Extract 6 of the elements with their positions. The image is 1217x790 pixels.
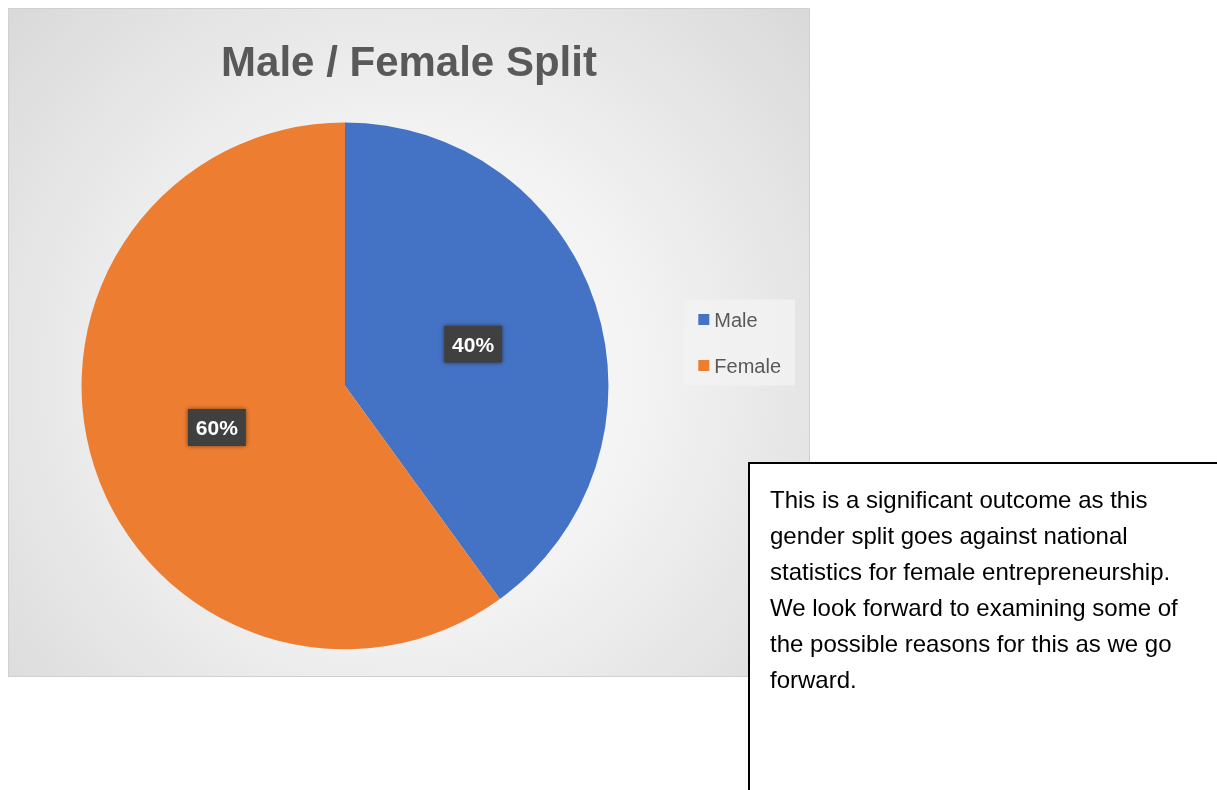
data-label: 60% bbox=[195, 415, 239, 439]
legend-label: Male bbox=[714, 308, 758, 331]
chart-title: Male / Female Split bbox=[221, 37, 597, 85]
legend-label: Female bbox=[714, 354, 782, 377]
data-label: 40% bbox=[452, 332, 495, 356]
text: This is a significant outcome as this gender split goes against national statistics for female entrepreneurship. We look forward to examining some of the possible reasons for this as we go forward. bbox=[770, 485, 1179, 695]
